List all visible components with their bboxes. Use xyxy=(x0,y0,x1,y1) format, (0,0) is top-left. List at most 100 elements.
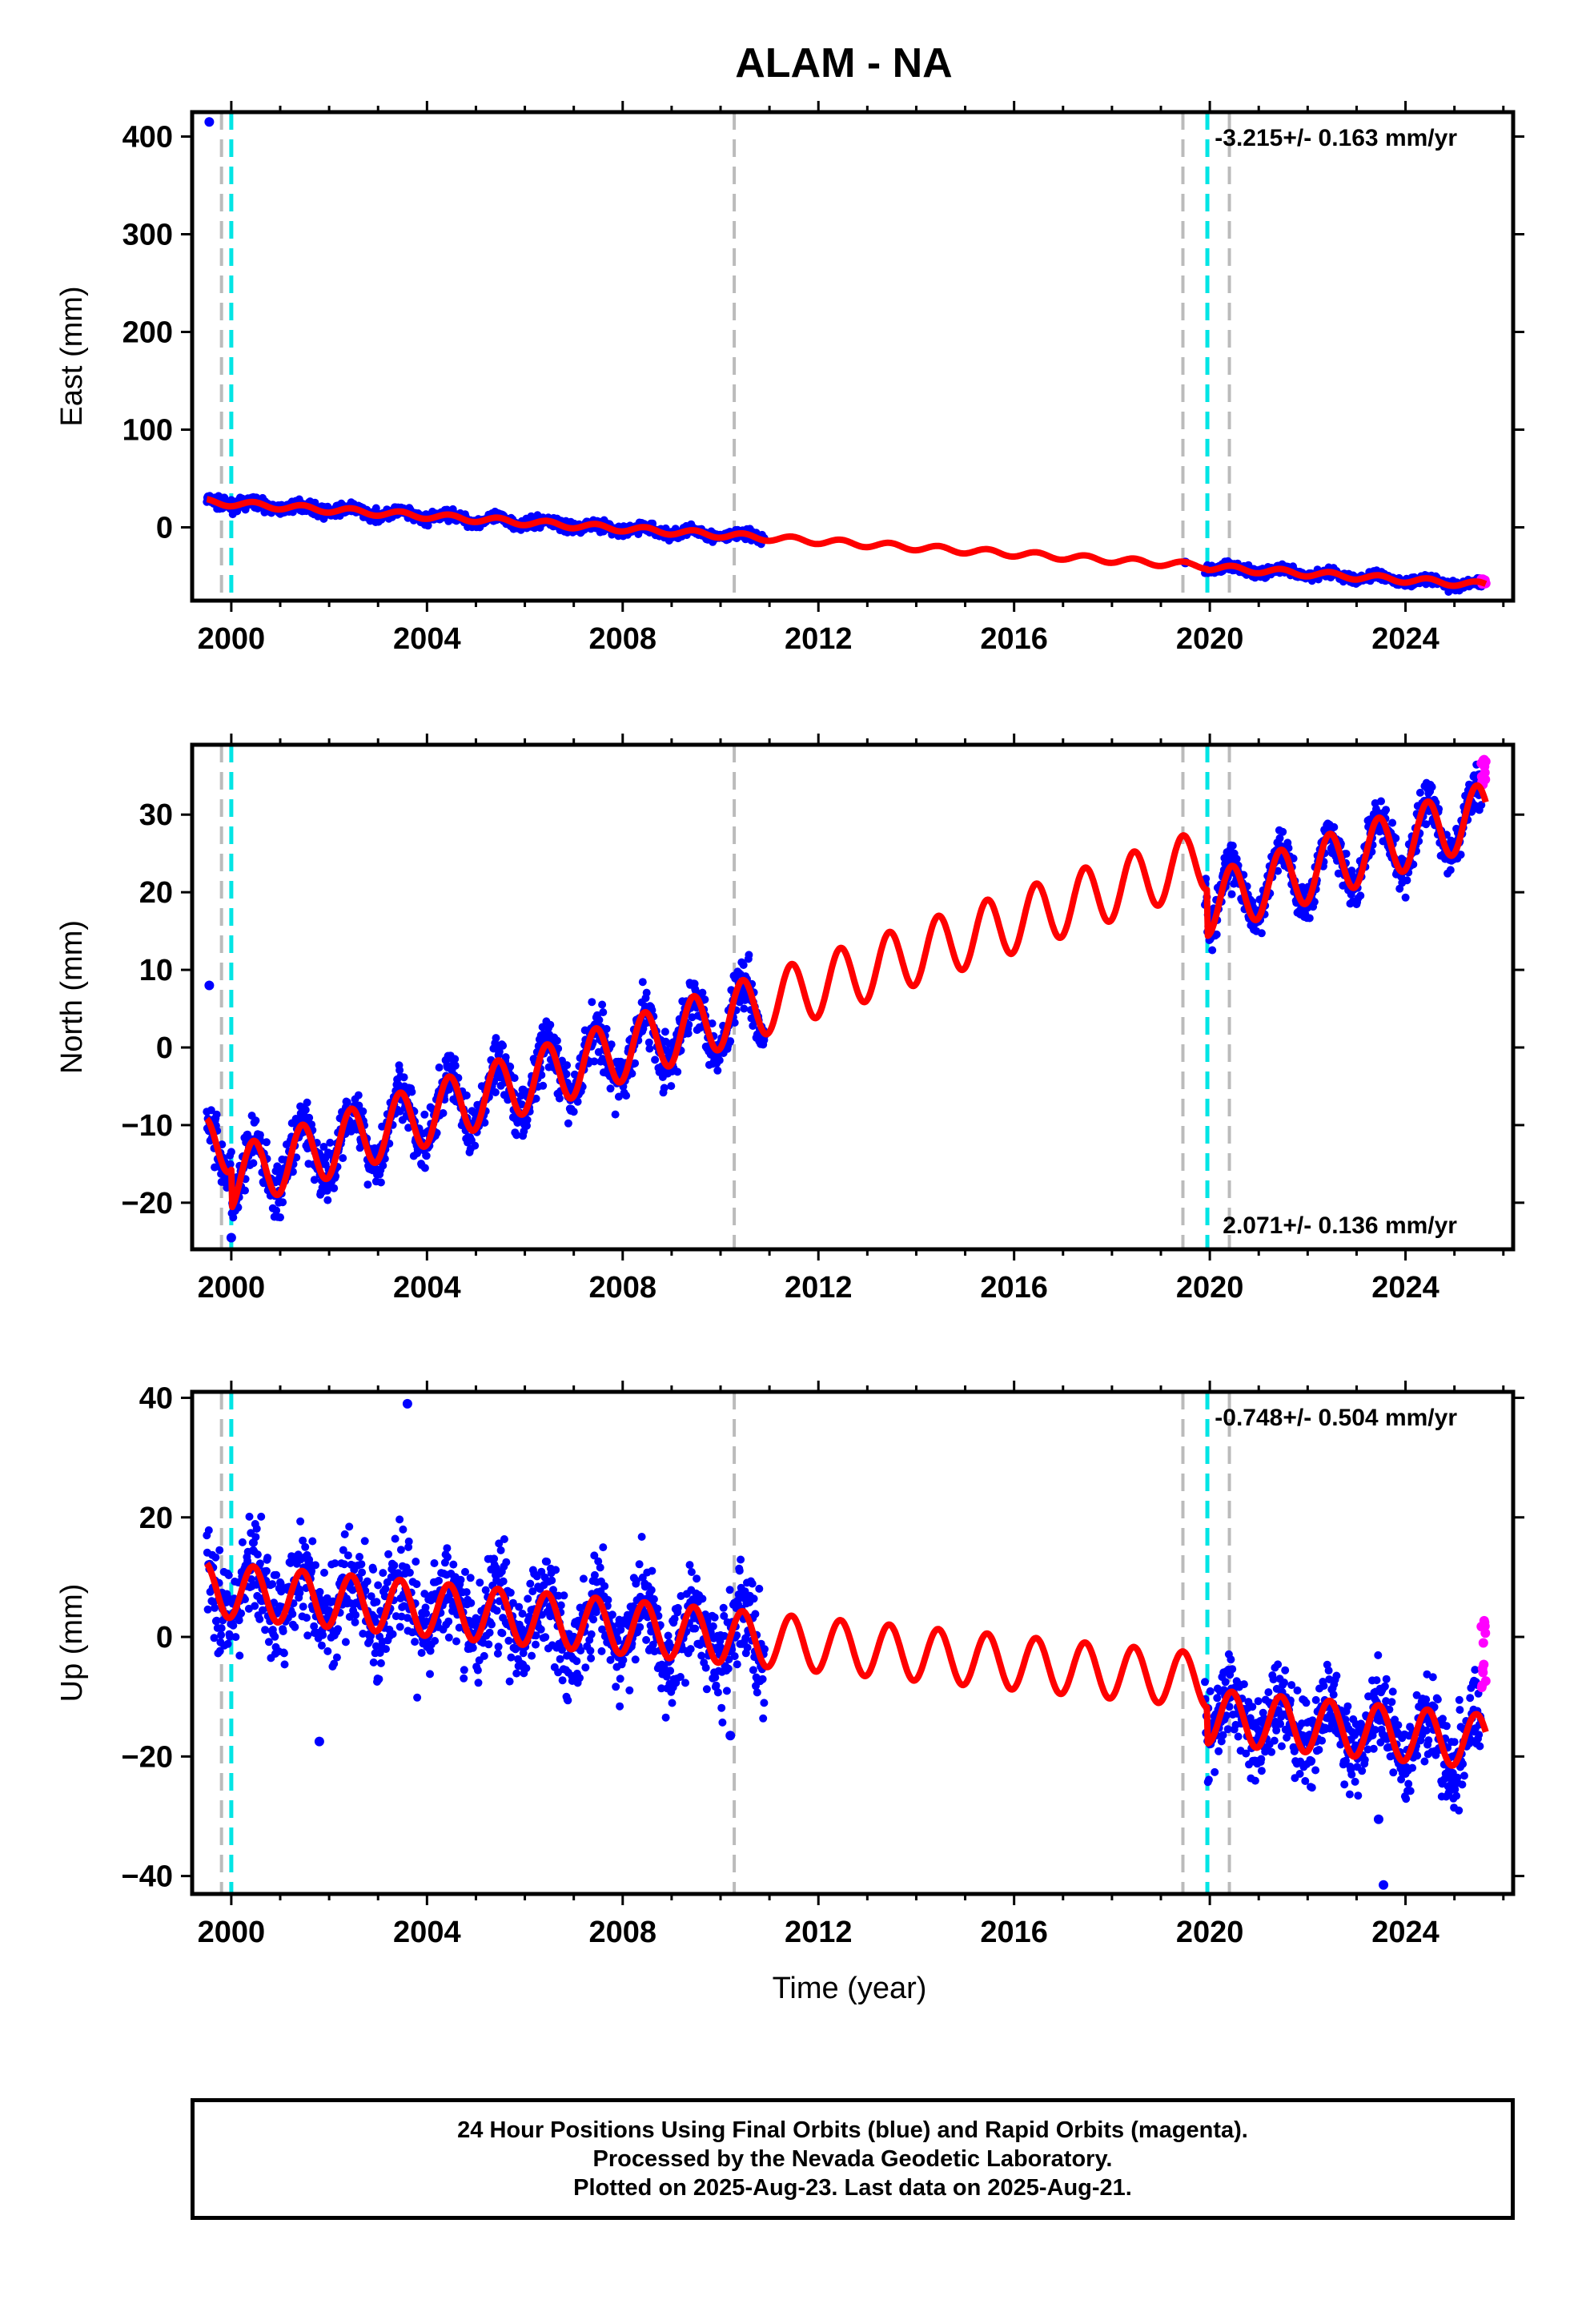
data-point xyxy=(1342,850,1351,858)
panel-1: 2000 2004 2008 2012 2016 2020 2024010020030040… xyxy=(55,101,1524,656)
data-point xyxy=(733,1660,741,1669)
data-point xyxy=(563,1061,572,1070)
data-point xyxy=(713,1066,722,1075)
data-point xyxy=(556,1601,565,1610)
data-point xyxy=(217,1624,226,1633)
data-point xyxy=(590,1551,599,1560)
data-point xyxy=(637,1533,646,1541)
y-tick-label: 10 xyxy=(139,954,173,987)
data-point xyxy=(474,1679,483,1687)
data-point xyxy=(1279,827,1287,836)
data-point xyxy=(345,1522,354,1531)
data-point xyxy=(702,1685,711,1694)
data-point xyxy=(1446,866,1455,875)
data-point xyxy=(606,1655,615,1664)
data-point xyxy=(711,1673,720,1682)
data-point xyxy=(587,1630,596,1638)
data-point xyxy=(660,1084,669,1092)
data-point xyxy=(243,1557,252,1566)
data-point xyxy=(326,1138,335,1147)
data-point xyxy=(255,1614,264,1623)
data-point xyxy=(726,1037,735,1046)
data-point xyxy=(367,1631,375,1640)
x-tick-label: 2004 xyxy=(393,622,461,656)
data-point xyxy=(235,1651,244,1660)
data-point xyxy=(343,1098,351,1107)
data-point xyxy=(279,1198,287,1207)
data-point xyxy=(525,1612,534,1621)
data-point xyxy=(586,1647,595,1655)
data-point xyxy=(612,1683,620,1691)
y-tick-label: 20 xyxy=(139,876,173,910)
data-point xyxy=(499,1041,508,1050)
data-point xyxy=(546,1020,555,1029)
data-point xyxy=(523,1121,531,1130)
data-point xyxy=(691,1624,700,1633)
data-point xyxy=(597,1647,606,1655)
data-point xyxy=(1276,1719,1285,1728)
data-point xyxy=(507,1653,516,1662)
data-point xyxy=(760,1699,769,1707)
data-point xyxy=(737,1555,745,1564)
panel-3: 2000 2004 2008 2012 2016 2020 2024−40−2002040U… xyxy=(55,1381,1524,1949)
data-point xyxy=(460,1666,468,1675)
data-point xyxy=(1310,898,1319,907)
data-point xyxy=(303,1614,311,1622)
data-point xyxy=(1232,854,1241,863)
x-tick-label: 2024 xyxy=(1371,1271,1439,1305)
data-point xyxy=(519,1649,528,1658)
data-point xyxy=(532,1094,540,1103)
data-point xyxy=(279,1627,287,1635)
data-point xyxy=(724,1664,733,1673)
data-point xyxy=(262,1566,271,1575)
data-point xyxy=(1201,1678,1209,1687)
chart-title: ALAM - NA xyxy=(735,40,953,86)
model-fit-line xyxy=(204,496,1488,589)
data-point xyxy=(536,1625,545,1634)
data-point xyxy=(1415,788,1424,797)
data-point xyxy=(315,1587,324,1596)
rapid-point xyxy=(1480,756,1491,766)
data-point xyxy=(379,1569,387,1578)
data-point xyxy=(204,1526,213,1534)
data-point xyxy=(384,1550,393,1558)
data-point xyxy=(1267,1747,1276,1756)
data-point xyxy=(512,1131,521,1140)
data-point xyxy=(305,1113,314,1122)
data-point xyxy=(720,1611,729,1620)
data-point xyxy=(461,1567,469,1576)
data-point xyxy=(1254,1697,1263,1706)
data-point xyxy=(439,1109,448,1117)
data-point xyxy=(359,1630,367,1638)
data-point xyxy=(1248,1703,1257,1711)
data-point xyxy=(229,1621,238,1630)
data-point xyxy=(480,1651,488,1660)
data-point xyxy=(207,1106,215,1115)
data-point xyxy=(676,1673,685,1681)
data-point xyxy=(1257,1767,1266,1775)
data-point xyxy=(367,1592,375,1601)
data-point xyxy=(210,1634,219,1642)
data-point xyxy=(211,1603,219,1612)
data-point xyxy=(330,1659,339,1668)
data-point xyxy=(247,1575,255,1583)
data-point xyxy=(622,1092,631,1100)
data-point xyxy=(444,1633,453,1642)
data-point xyxy=(449,1560,458,1569)
data-point xyxy=(598,1625,607,1634)
data-point xyxy=(1377,797,1385,806)
data-point xyxy=(404,1537,413,1546)
data-point xyxy=(1391,834,1400,842)
rate-label: 2.071+/- 0.136 mm/yr xyxy=(1223,1212,1457,1239)
data-point xyxy=(229,1213,238,1222)
data-point xyxy=(451,1055,460,1063)
data-point xyxy=(508,1598,517,1607)
data-point xyxy=(215,1546,224,1554)
data-point xyxy=(443,1544,452,1553)
data-point xyxy=(1234,1732,1243,1741)
data-point xyxy=(653,1604,662,1613)
data-point xyxy=(709,1622,717,1630)
y-tick-label: −10 xyxy=(122,1109,173,1143)
model-fit-line xyxy=(204,782,1489,1211)
